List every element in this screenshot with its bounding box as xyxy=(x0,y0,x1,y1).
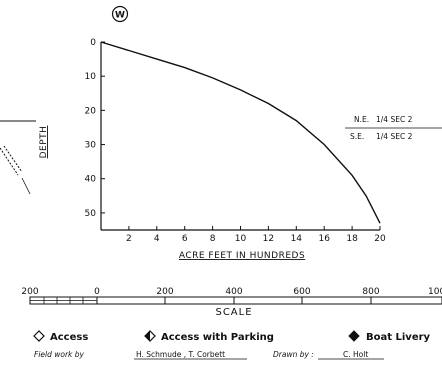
x-tick-label: 16 xyxy=(318,234,330,244)
scale-label: 800 xyxy=(362,287,379,297)
location-block: N.E. 1/4 SEC 2 S.E. 1/4 SEC 2 xyxy=(345,115,442,141)
y-tick-label: 30 xyxy=(85,141,97,151)
x-tick-label: 6 xyxy=(182,234,188,244)
y-tick-label: 40 xyxy=(85,175,97,185)
y-tick-label: 10 xyxy=(85,72,97,82)
access-parking-diamond-outline-icon xyxy=(144,330,156,342)
x-tick-label: 20 xyxy=(374,234,386,244)
x-tick-label: 12 xyxy=(263,234,274,244)
legend-access-label: Access xyxy=(50,332,88,343)
map-road-segment-a xyxy=(0,147,19,176)
x-axis-title: ACRE FEET IN HUNDREDS xyxy=(179,251,305,261)
field-work-prefix: Field work by xyxy=(34,350,85,359)
west-mark-circle xyxy=(111,5,129,23)
se-value: 1/4 SEC 2 xyxy=(376,132,413,141)
map-road-segment-b xyxy=(3,145,23,173)
se-label: S.E. xyxy=(350,132,364,141)
access-diamond-icon xyxy=(33,330,45,342)
credits: Field work by H. Schmude , T. Corbett Dr… xyxy=(34,350,384,360)
scale-title: SCALE xyxy=(215,307,252,318)
scale-label: 600 xyxy=(293,287,310,297)
scale-bar: 200 0 200 400 600 800 100 SCALE xyxy=(21,287,442,318)
x-tick-label: 18 xyxy=(346,234,358,244)
legend-access-parking-label: Access with Parking xyxy=(161,332,274,343)
x-tick-group: 2 4 6 8 10 12 14 16 18 20 xyxy=(126,226,386,244)
scale-label: 400 xyxy=(225,287,242,297)
west-mark: W xyxy=(111,5,129,23)
map-road-segment-c xyxy=(21,177,31,195)
x-tick-label: 2 xyxy=(126,234,132,244)
access-parking-diamond-half-fill-icon xyxy=(145,331,150,341)
depth-volume-chart: 2 4 6 8 10 12 14 16 18 20 0 10 20 30 40 50 DEPTH ACRE … xyxy=(39,38,386,261)
ne-label: N.E. xyxy=(354,115,369,124)
scale-label: 200 xyxy=(156,287,173,297)
x-tick-label: 14 xyxy=(291,234,303,244)
depth-curve-line xyxy=(100,41,381,224)
boat-livery-diamond-icon xyxy=(348,330,360,342)
drawn-by-name: C. Holt xyxy=(343,350,368,359)
y-axis-title: DEPTH xyxy=(39,126,49,159)
y-tick-group: 0 10 20 30 40 50 xyxy=(85,38,105,219)
legend: Access Access with Parking Boat Livery xyxy=(33,330,431,343)
scale-label: 100 xyxy=(428,287,442,297)
legend-boat-livery-label: Boat Livery xyxy=(366,332,431,343)
ne-value: 1/4 SEC 2 xyxy=(376,115,413,124)
y-tick-label: 50 xyxy=(85,209,97,219)
y-tick-label: 0 xyxy=(90,38,96,48)
x-tick-label: 10 xyxy=(235,234,247,244)
x-tick-label: 4 xyxy=(154,234,160,244)
y-tick-label: 20 xyxy=(85,106,97,116)
west-mark-letter: W xyxy=(115,11,125,21)
field-work-names: H. Schmude , T. Corbett xyxy=(136,350,225,359)
drawn-by-prefix: Drawn by : xyxy=(273,350,314,359)
scale-label: 200 xyxy=(21,287,38,297)
scale-label: 0 xyxy=(94,287,100,297)
x-tick-label: 8 xyxy=(210,234,216,244)
map-fragment xyxy=(0,120,36,195)
